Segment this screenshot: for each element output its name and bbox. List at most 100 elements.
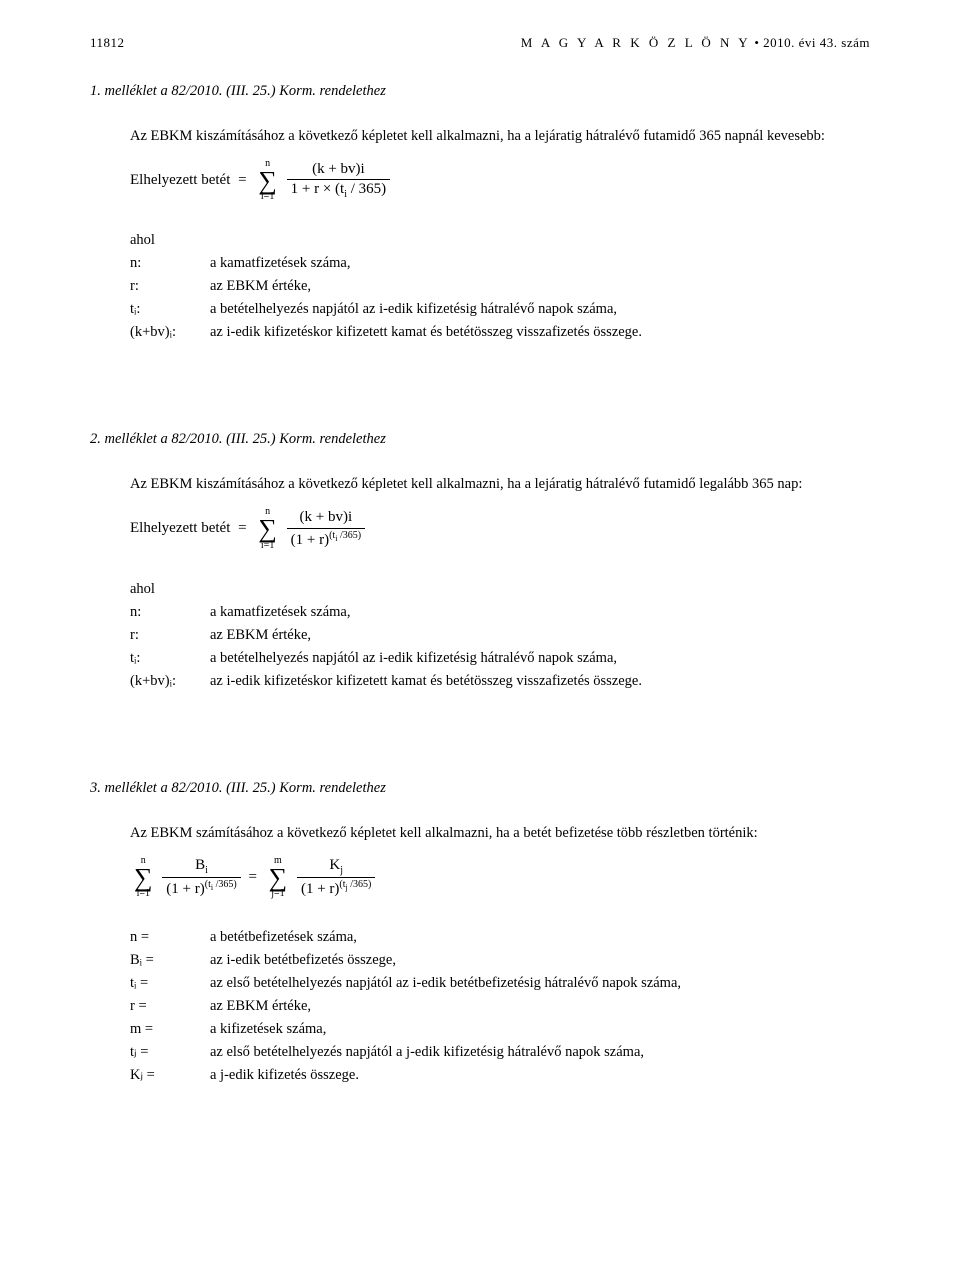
where-symbol: (k+bv)ᵢ:: [130, 671, 210, 692]
where-item: n:a kamatfizetések száma,: [130, 602, 870, 623]
where-symbol: Bᵢ =: [130, 950, 210, 971]
section-3-intro: Az EBKM számításához a következő képlete…: [130, 823, 870, 844]
where-item: tⱼ =az első betételhelyezés napjától a j…: [130, 1042, 870, 1063]
where-label: ahol: [130, 230, 870, 251]
section-2-intro: Az EBKM kiszámításához a következő képle…: [130, 474, 870, 495]
where-item: m =a kifizetések száma,: [130, 1019, 870, 1040]
where-item: tᵢ =az első betételhelyezés napjától az …: [130, 973, 870, 994]
where-symbol: (k+bv)ᵢ:: [130, 322, 210, 343]
where-symbol: tᵢ:: [130, 299, 210, 320]
where-text: az EBKM értéke,: [210, 625, 870, 646]
exp-post: /365): [337, 530, 361, 541]
where-symbol: n:: [130, 253, 210, 274]
exp-post: /365): [213, 879, 237, 890]
where-item: r:az EBKM értéke,: [130, 625, 870, 646]
den-base: (1 + r): [291, 532, 329, 548]
where-item: (k+bv)ᵢ:az i-edik kifizetéskor kifizetet…: [130, 322, 870, 343]
den-base: (1 + r): [166, 881, 204, 897]
section-1-intro: Az EBKM kiszámításához a következő képle…: [130, 126, 870, 147]
den-tail: / 365): [347, 181, 386, 197]
where-text: az első betételhelyezés napjától a j-edi…: [210, 1042, 870, 1063]
where-symbol: m =: [130, 1019, 210, 1040]
sigma-icon: ∑: [269, 866, 288, 889]
exp-post: /365): [348, 879, 372, 890]
fraction: (k + bv)i (1 + r)(ti /365): [287, 509, 365, 549]
sum-lower: i=1: [261, 541, 274, 551]
section-3-title: 3. melléklet a 82/2010. (III. 25.) Korm.…: [90, 778, 870, 799]
where-symbol: r:: [130, 276, 210, 297]
den-exponent: (ti /365): [329, 530, 361, 541]
num-sub: j: [340, 865, 343, 876]
where-item: tᵢ:a betételhelyezés napjától az i-edik …: [130, 648, 870, 669]
fraction-right: Kj (1 + r)(tj /365): [297, 857, 375, 899]
page-number: 11812: [90, 34, 125, 53]
num-sym: B: [195, 857, 205, 873]
where-symbol: tⱼ =: [130, 1042, 210, 1063]
where-text: a betételhelyezés napjától az i-edik kif…: [210, 299, 870, 320]
where-symbol: r =: [130, 996, 210, 1017]
where-symbol: n =: [130, 927, 210, 948]
where-symbol: tᵢ:: [130, 648, 210, 669]
sum-lower: j=1: [271, 889, 284, 899]
where-item: Kⱼ =a j-edik kifizetés összege.: [130, 1065, 870, 1086]
section-1-where: ahol n:a kamatfizetések száma, r:az EBKM…: [130, 230, 870, 343]
section-2-where: ahol n:a kamatfizetések száma, r:az EBKM…: [130, 579, 870, 692]
section-1-formula: Elhelyezett betét = n ∑ i=1 (k + bv)i 1 …: [130, 159, 870, 202]
where-symbol: n:: [130, 602, 210, 623]
sigma-icon: ∑: [134, 866, 153, 889]
fraction-numerator: Bi: [191, 857, 212, 878]
where-item: tᵢ:a betételhelyezés napjától az i-edik …: [130, 299, 870, 320]
formula-lhs: Elhelyezett betét: [130, 172, 230, 188]
sum-symbol: n ∑ i=1: [258, 507, 277, 550]
num-sub: i: [205, 865, 208, 876]
sigma-icon: ∑: [258, 517, 277, 540]
sum-symbol: m ∑ j=1: [269, 856, 288, 899]
where-item: Bᵢ =az i-edik betétbefizetés összege,: [130, 950, 870, 971]
where-text: a kamatfizetések száma,: [210, 602, 870, 623]
where-item: r:az EBKM értéke,: [130, 276, 870, 297]
fraction: (k + bv)i 1 + r × (ti / 365): [287, 161, 391, 201]
where-item: n =a betétbefizetések száma,: [130, 927, 870, 948]
sum-lower: i=1: [261, 192, 274, 202]
where-item: r =az EBKM értéke,: [130, 996, 870, 1017]
fraction-denominator: (1 + r)(ti /365): [287, 528, 365, 549]
where-symbol: Kⱼ =: [130, 1065, 210, 1086]
fraction-numerator: Kj: [325, 857, 347, 878]
where-text: a kamatfizetések száma,: [210, 253, 870, 274]
where-text: az i-edik kifizetéskor kifizetett kamat …: [210, 322, 870, 343]
formula-lhs: Elhelyezett betét: [130, 520, 230, 536]
where-text: az i-edik betétbefizetés összege,: [210, 950, 870, 971]
sigma-icon: ∑: [258, 169, 277, 192]
where-symbol: tᵢ =: [130, 973, 210, 994]
where-text: az i-edik kifizetéskor kifizetett kamat …: [210, 671, 870, 692]
den-exponent: (tj /365): [339, 879, 371, 890]
sum-lower: i=1: [137, 889, 150, 899]
where-text: a j-edik kifizetés összege.: [210, 1065, 870, 1086]
section-2-formula: Elhelyezett betét = n ∑ i=1 (k + bv)i (1…: [130, 507, 870, 550]
journal-title: M A G Y A R K Ö Z L Ö N Y • 2010. évi 43…: [521, 34, 870, 53]
sum-symbol: n ∑ i=1: [258, 159, 277, 202]
where-word: ahol: [130, 230, 210, 251]
section-2-title: 2. melléklet a 82/2010. (III. 25.) Korm.…: [90, 429, 870, 450]
where-text: az EBKM értéke,: [210, 996, 870, 1017]
den-exponent: (ti /365): [205, 879, 237, 890]
fraction-denominator: (1 + r)(ti /365): [162, 877, 240, 898]
where-text: a betételhelyezés napjától az i-edik kif…: [210, 648, 870, 669]
where-word: ahol: [130, 579, 210, 600]
where-symbol: r:: [130, 625, 210, 646]
equals-sign: =: [238, 520, 246, 536]
where-text: az első betételhelyezés napjától az i-ed…: [210, 973, 870, 994]
page-header: 11812 M A G Y A R K Ö Z L Ö N Y • 2010. …: [90, 34, 870, 53]
equals-sign: =: [248, 869, 256, 885]
fraction-numerator: (k + bv)i: [308, 161, 369, 179]
section-3-formula: n ∑ i=1 Bi (1 + r)(ti /365) = m ∑ j=1 Kj…: [130, 856, 870, 899]
journal-issue: • 2010. évi 43. szám: [751, 35, 870, 50]
page: 11812 M A G Y A R K Ö Z L Ö N Y • 2010. …: [0, 0, 960, 1128]
fraction-left: Bi (1 + r)(ti /365): [162, 857, 240, 899]
fraction-denominator: 1 + r × (ti / 365): [287, 179, 391, 201]
where-text: a kifizetések száma,: [210, 1019, 870, 1040]
section-1-title: 1. melléklet a 82/2010. (III. 25.) Korm.…: [90, 81, 870, 102]
where-label: ahol: [130, 579, 870, 600]
journal-name: M A G Y A R K Ö Z L Ö N Y: [521, 35, 751, 50]
where-text: az EBKM értéke,: [210, 276, 870, 297]
